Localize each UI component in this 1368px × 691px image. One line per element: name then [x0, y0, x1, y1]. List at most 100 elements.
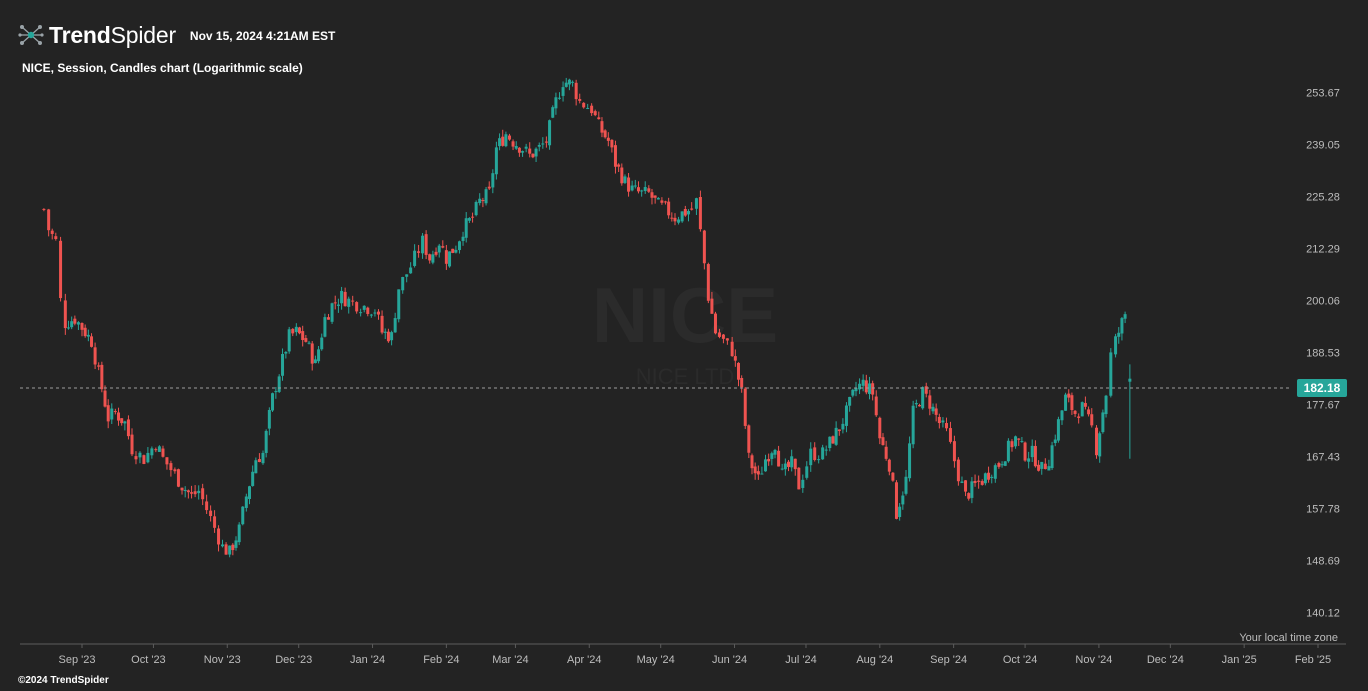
candle	[1050, 441, 1054, 470]
candle	[606, 132, 610, 147]
candle-body	[1067, 393, 1071, 398]
candle	[713, 311, 717, 335]
candle	[501, 129, 505, 147]
candle-body	[747, 425, 751, 453]
candle	[1070, 392, 1074, 415]
candle	[1090, 408, 1094, 428]
candle-body	[157, 446, 161, 452]
candle-body	[841, 423, 845, 430]
candle	[336, 298, 340, 313]
candle-body	[928, 395, 932, 409]
candle-body	[613, 145, 617, 167]
candle-body	[967, 493, 971, 499]
candle	[228, 545, 232, 558]
candle-body	[73, 318, 77, 324]
candle	[441, 240, 445, 249]
candle	[93, 342, 97, 370]
candle-body	[1003, 461, 1007, 466]
candle-body	[444, 250, 448, 264]
candle	[186, 489, 190, 499]
candle	[686, 209, 690, 222]
candle	[511, 139, 515, 151]
candle-body	[564, 82, 568, 87]
candle-body	[990, 476, 994, 478]
candle-body	[884, 446, 888, 459]
candle	[633, 179, 637, 189]
candle	[534, 147, 538, 163]
candle	[787, 459, 791, 472]
candle	[362, 305, 366, 313]
candle	[251, 465, 255, 487]
candle-body	[763, 459, 767, 472]
candle-body	[750, 455, 754, 469]
candle-body	[698, 196, 702, 230]
candle-body	[271, 393, 275, 411]
candle	[424, 230, 428, 260]
trendspider-logo[interactable]: TrendSpider	[18, 22, 176, 49]
candle-body	[647, 188, 651, 192]
candle	[380, 310, 384, 335]
candle-body	[461, 236, 465, 241]
candle	[42, 208, 46, 212]
candle-body	[801, 479, 805, 488]
candle	[1020, 436, 1024, 443]
candle	[474, 200, 478, 217]
candle	[454, 245, 458, 254]
candle	[931, 403, 935, 414]
candle	[593, 109, 597, 117]
candle-body	[376, 311, 380, 315]
candle-body	[917, 405, 921, 407]
candle	[100, 361, 104, 393]
brand-name: TrendSpider	[49, 22, 176, 49]
candle	[760, 466, 764, 475]
candle-body	[544, 141, 548, 143]
candle	[397, 289, 401, 323]
candle	[291, 328, 295, 337]
candle-body	[281, 353, 285, 376]
candle	[548, 119, 552, 150]
y-tick-label: 140.12	[1306, 608, 1340, 620]
candle	[317, 345, 321, 364]
candle-body	[970, 481, 974, 498]
candle	[1123, 311, 1127, 324]
candle	[1060, 410, 1064, 425]
candle-body	[507, 135, 511, 140]
candle-body	[717, 332, 721, 337]
candle	[911, 400, 915, 449]
candle	[478, 193, 482, 206]
candle-body	[310, 343, 314, 364]
candle-body	[937, 416, 941, 424]
x-axis[interactable]: Sep '23 Oct '23 Nov '23 Dec '23 Jan '24 Feb '…	[59, 644, 1332, 666]
candle-body	[76, 322, 80, 325]
spider-logo-icon	[18, 25, 44, 45]
candle	[805, 461, 809, 480]
candle	[898, 503, 902, 521]
candle-body	[264, 430, 268, 453]
candle-body	[277, 376, 281, 392]
candle	[244, 493, 248, 512]
candle	[740, 375, 744, 393]
candle-body	[1098, 433, 1102, 457]
x-tick-label: Nov '24	[1075, 654, 1112, 666]
last-price-tag-bg	[1297, 379, 1347, 397]
candle-body	[498, 138, 502, 147]
candle-body	[740, 377, 744, 388]
candle	[948, 421, 952, 444]
candle-body	[993, 465, 997, 479]
candle-body	[484, 189, 488, 204]
candle-body	[867, 383, 871, 394]
candle	[373, 309, 377, 317]
watermark-symbol: NICE	[592, 271, 778, 359]
candle	[401, 276, 405, 294]
candle-body	[106, 405, 110, 422]
candle-body	[1040, 461, 1044, 469]
candle	[451, 248, 455, 254]
candle-body	[257, 459, 261, 463]
candle	[521, 150, 525, 157]
candle	[1101, 409, 1105, 434]
y-axis[interactable]: 140.12 148.69 157.78 167.43 177.67 188.53 200.…	[1306, 88, 1340, 620]
candle-body	[421, 235, 425, 254]
candle-body	[894, 482, 898, 519]
candle	[281, 348, 285, 381]
